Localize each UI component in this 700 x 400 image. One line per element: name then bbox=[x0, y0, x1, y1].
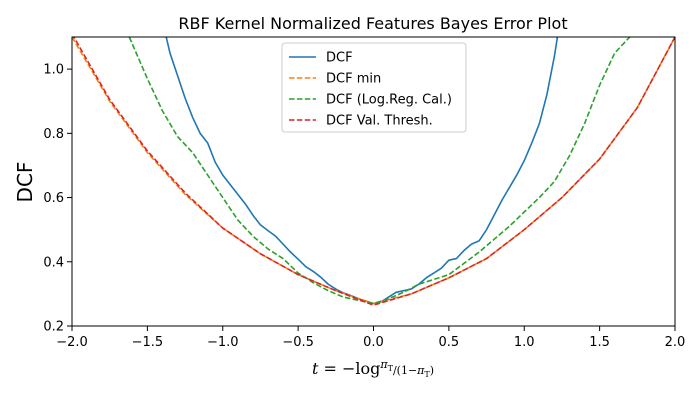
x-tick-label: 1.5 bbox=[589, 335, 610, 350]
x-tick-label: 0.0 bbox=[363, 335, 384, 350]
x-axis-label-data: t = −log(π_T / (1−π_T)) bbox=[367, 393, 379, 396]
x-tick-label: −2.0 bbox=[56, 335, 88, 350]
x-tick-label: 1.0 bbox=[514, 335, 535, 350]
legend-label-dcf-val-thresh: DCF Val. Thresh. bbox=[326, 114, 433, 129]
legend-label-dcf-log-reg-cal: DCF (Log.Reg. Cal.) bbox=[326, 93, 452, 108]
series-line-dcf-log-reg-cal bbox=[128, 37, 631, 305]
x-tick-label: −1.0 bbox=[207, 335, 239, 350]
legend: DCF DCF min DCF (Log.Reg. Cal.) DCF Val. Th… bbox=[281, 42, 467, 133]
x-axis: −2.0 −1.5 −1.0 −0.5 0.0 0.5 1.0 1.5 2.0 bbox=[56, 326, 685, 350]
y-axis: 0.2 0.4 0.6 0.8 1.0 bbox=[43, 63, 72, 335]
legend-box bbox=[281, 42, 467, 133]
legend-label-dcf-min: DCF min bbox=[326, 72, 381, 87]
x-tick-label: 2.0 bbox=[665, 335, 686, 350]
y-tick-label: 0.2 bbox=[43, 320, 64, 335]
y-tick-label: 0.6 bbox=[43, 191, 64, 206]
x-tick-label: −0.5 bbox=[282, 335, 314, 350]
chart-title: RBF Kernel Normalized Features Bayes Err… bbox=[178, 14, 567, 33]
x-tick-label: −1.5 bbox=[132, 335, 164, 350]
legend-label-dcf: DCF bbox=[326, 51, 353, 66]
x-axis-label: t = −logπT/(1−πT) bbox=[312, 358, 434, 379]
y-axis-label: DCF bbox=[13, 162, 37, 203]
series-line-dcf-val-thresh bbox=[72, 37, 675, 306]
y-tick-label: 0.8 bbox=[43, 127, 64, 142]
x-tick-label: 0.5 bbox=[439, 335, 460, 350]
series-layer bbox=[72, 37, 675, 306]
y-tick-label: 0.4 bbox=[43, 255, 64, 270]
y-tick-label: 1.0 bbox=[43, 63, 64, 78]
